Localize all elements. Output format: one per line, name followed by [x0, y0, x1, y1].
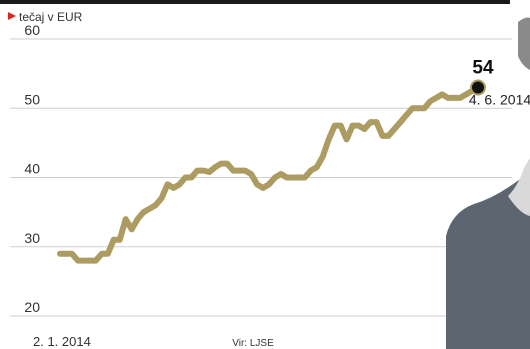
grid-lines [10, 38, 512, 317]
source-label: Vir: LJSE [232, 338, 274, 349]
y-tick-label-50: 50 [24, 91, 40, 107]
title-banner-edge [0, 0, 510, 4]
x-axis-start-label: 2. 1. 2014 [33, 334, 91, 349]
y-tick-label-60: 60 [24, 22, 40, 38]
person-photo [446, 17, 530, 349]
person-head-shape [518, 17, 530, 70]
last-value-label: 54 [472, 57, 494, 78]
last-value-marker [470, 79, 486, 96]
last-date-label: 4. 6. 2014 [469, 91, 530, 107]
y-axis-caption: tečaj v EUR [19, 10, 83, 24]
price-line [57, 84, 481, 264]
y-tick-label-30: 30 [24, 230, 40, 246]
y-axis-ticks: 20 30 40 50 60 [24, 22, 40, 315]
y-tick-label-40: 40 [24, 161, 40, 177]
person-suit-shape [446, 160, 530, 349]
title-marker-icon [8, 12, 16, 20]
y-tick-label-20: 20 [24, 299, 40, 315]
person-shirt-shape [508, 158, 530, 216]
